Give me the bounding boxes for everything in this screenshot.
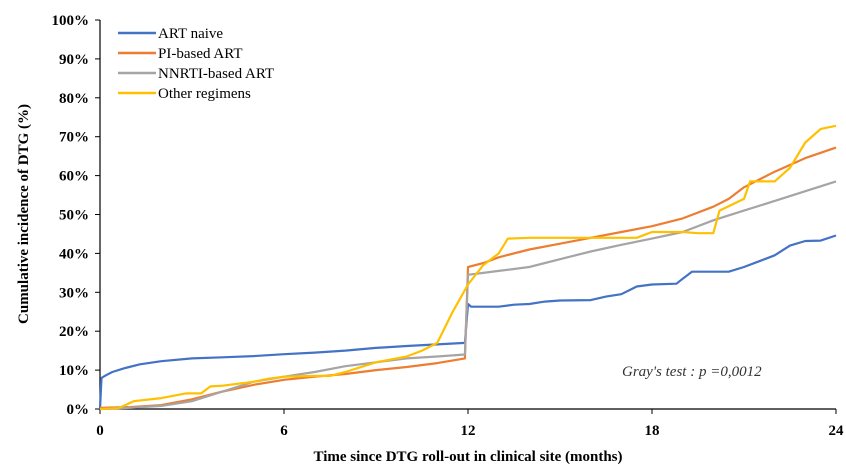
y-axis-title: Cumulative incidence of DTG (%) [16,104,32,324]
series-line-other-regimens [99,124,837,411]
x-tick-label: 24 [829,423,845,439]
x-tick-label: 12 [461,423,476,439]
y-tick-label: 80% [59,91,89,107]
legend-label: Other regimens [158,86,251,102]
legend-label: NNRTI-based ART [158,66,274,82]
x-tick-label: 18 [645,423,660,439]
y-tick-label: 10% [59,363,89,379]
series-line-art-naive [98,234,837,410]
legend-label: ART naive [158,26,223,42]
y-tick-label: 0% [67,402,90,418]
y-tick-label: 100% [52,13,90,29]
annotation-grays-test: Gray's test : p =0,0012 [622,364,762,380]
series-line-nnrti-based-art [99,180,837,411]
y-tick-label: 70% [59,130,89,146]
y-tick-label: 60% [59,169,89,185]
x-tick-label: 6 [280,423,288,439]
x-axis-title: Time since DTG roll-out in clinical site… [313,449,622,465]
y-tick-label: 50% [59,208,89,224]
x-tick-label: 0 [96,423,104,439]
legend-label: PI-based ART [158,46,243,62]
series-line-pi-based-art [99,146,837,409]
y-tick-label: 30% [59,285,89,301]
y-tick-label: 40% [59,246,89,262]
y-tick-label: 20% [59,324,89,340]
y-tick-label: 90% [59,52,89,68]
